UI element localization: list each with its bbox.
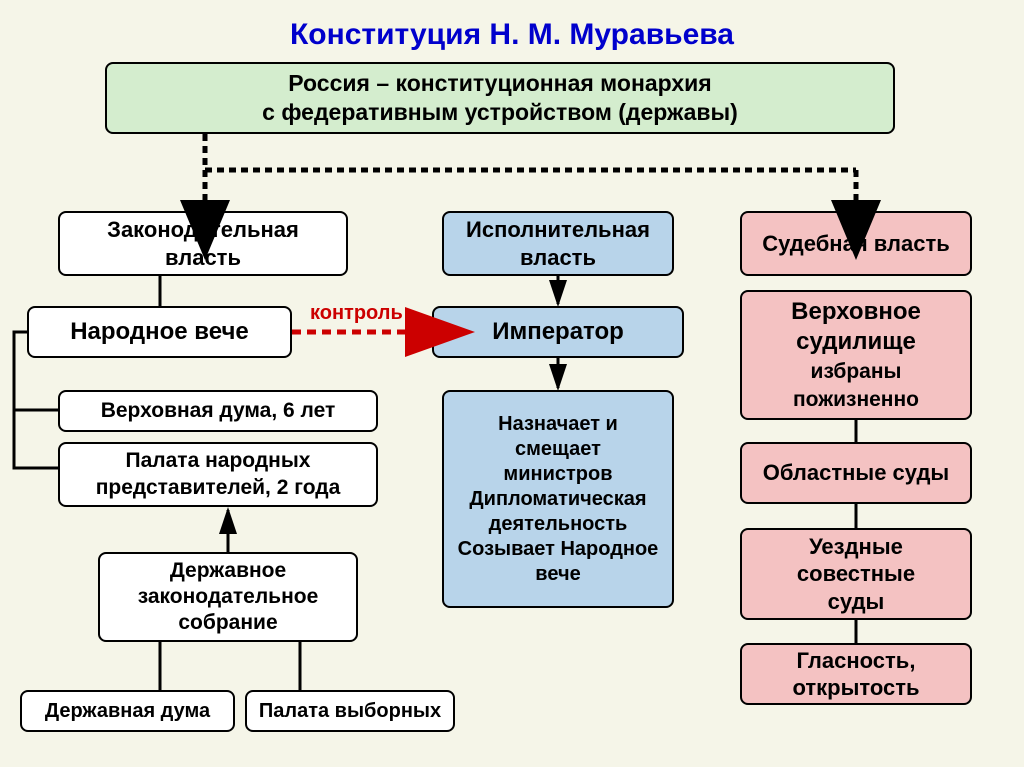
root-line1: Россия – конституционная монархия [288, 70, 711, 96]
verkhovnaya-duma: Верховная дума, 6 лет [58, 390, 378, 432]
judicial-header: Судебная власть [740, 211, 972, 276]
derzhavnoe-sobranie: Державное законодательное собрание [98, 552, 358, 642]
executive-header: Исполнительная власть [442, 211, 674, 276]
page-title: Конституция Н. М. Муравьева [0, 0, 1024, 52]
supreme-court-box: Верховное судилище избраны пожизненно [740, 290, 972, 420]
legislative-header: Законодательная власть [58, 211, 348, 276]
district-courts: Уездные совестные суды [740, 528, 972, 620]
root-box: Россия – конституционная монархия с феде… [105, 62, 895, 134]
root-line2: с федеративным устройством (державы) [262, 99, 738, 125]
emperor-box: Император [432, 306, 684, 358]
palata-vybornykh: Палата выборных [245, 690, 455, 732]
openness-box: Гласность, открытость [740, 643, 972, 705]
regional-courts: Областные суды [740, 442, 972, 504]
control-label: контроль [310, 302, 403, 325]
executive-functions: Назначает и смещает министров Дипломатич… [442, 390, 674, 608]
narodnoe-veche: Народное вече [27, 306, 292, 358]
palata-predstaviteley: Палата народных представителей, 2 года [58, 442, 378, 507]
derzhavnaya-duma: Державная дума [20, 690, 235, 732]
